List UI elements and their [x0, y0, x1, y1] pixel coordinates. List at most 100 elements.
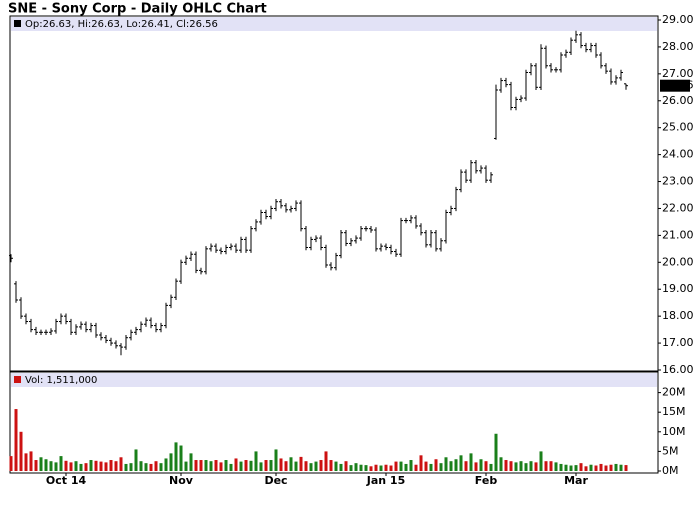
volume-bar	[229, 463, 233, 471]
volume-bar	[489, 463, 493, 471]
volume-bar	[519, 461, 523, 471]
volume-bar	[299, 456, 303, 471]
volume-bar	[339, 463, 343, 471]
volume-bar	[314, 461, 318, 471]
volume-bar	[184, 461, 188, 471]
price-legend-strip	[11, 17, 657, 31]
volume-bar	[449, 461, 453, 471]
volume-bar	[529, 461, 533, 471]
volume-bar	[364, 465, 368, 471]
volume-bar	[279, 458, 283, 471]
volume-panel	[9, 371, 659, 474]
volume-bar	[264, 460, 268, 471]
volume-bar	[514, 462, 518, 471]
y-tick-label: 24.00	[662, 148, 694, 161]
volume-bar	[19, 431, 23, 471]
volume-bar	[29, 451, 33, 471]
volume-bar	[34, 460, 38, 471]
volume-bar	[344, 461, 348, 471]
volume-bar	[84, 463, 88, 471]
volume-bar	[174, 442, 178, 471]
volume-bar	[469, 453, 473, 471]
volume-bar	[424, 461, 428, 471]
x-tick-label: Nov	[169, 474, 194, 487]
volume-bar	[534, 462, 538, 471]
volume-bar	[564, 464, 568, 471]
legend-text: Vol: 1,511,000	[25, 375, 97, 386]
volume-bar	[334, 461, 338, 471]
y-tick-label: 20M	[662, 386, 686, 399]
chart-title: SNE - Sony Corp - Daily OHLC Chart	[8, 2, 267, 17]
volume-bar	[309, 463, 313, 471]
volume-bar	[434, 459, 438, 471]
volume-bar	[239, 461, 243, 471]
volume-bar	[179, 445, 183, 471]
y-tick-label: 20.00	[662, 255, 694, 268]
volume-bar	[499, 457, 503, 471]
volume-bar	[349, 465, 353, 471]
volume-bar	[159, 463, 163, 471]
volume-bar	[609, 464, 613, 471]
volume-bar	[294, 461, 298, 471]
volume-bar	[494, 433, 498, 471]
volume-bar	[569, 465, 573, 471]
volume-bar	[199, 460, 203, 471]
volume-bar	[224, 460, 228, 471]
volume-bar	[119, 457, 123, 471]
volume-bar	[319, 460, 323, 471]
y-tick-label: 18.00	[662, 309, 694, 322]
volume-bar	[154, 461, 158, 471]
volume-bar	[149, 463, 153, 471]
volume-bar	[124, 463, 128, 471]
volume-bar	[384, 464, 388, 471]
volume-bar	[619, 464, 623, 471]
volume-bar	[209, 461, 213, 471]
volume-bar	[169, 453, 173, 471]
y-tick-label: 26.00	[662, 94, 694, 107]
volume-bar	[9, 456, 13, 471]
volume-bar	[219, 462, 223, 471]
volume-bar	[579, 463, 583, 471]
volume-bar	[379, 465, 383, 471]
y-tick-label: 21.00	[662, 228, 694, 241]
volume-bar	[69, 462, 73, 471]
volume-bar	[584, 466, 588, 471]
volume-bar	[274, 449, 278, 471]
volume-bar	[79, 463, 83, 471]
y-tick-label: 15M	[662, 405, 686, 418]
volume-bar	[44, 459, 48, 471]
volume-bar	[394, 461, 398, 471]
volume-bar	[64, 460, 68, 471]
volume-bar	[304, 461, 308, 471]
volume-bar	[164, 458, 168, 471]
y-tick-label: 29.00	[662, 13, 694, 26]
y-tick-label: 22.00	[662, 201, 694, 214]
y-tick-label: 23.00	[662, 175, 694, 188]
y-tick-label: 5M	[662, 444, 679, 457]
volume-bar	[589, 464, 593, 471]
volume-bar	[624, 465, 628, 471]
volume-bar	[114, 461, 118, 471]
volume-bar	[464, 461, 468, 471]
volume-bar	[249, 460, 253, 471]
volume-bar	[439, 463, 443, 471]
volume-bar	[459, 455, 463, 471]
volume-bar	[539, 451, 543, 471]
y-tick-label: 28.00	[662, 40, 694, 53]
volume-bar	[204, 460, 208, 471]
y-tick-label: 10M	[662, 425, 686, 438]
volume-bar	[39, 457, 43, 471]
volume-bar	[354, 463, 358, 471]
volume-bar	[544, 461, 548, 471]
volume-bar	[374, 464, 378, 471]
volume-bar	[324, 451, 328, 471]
volume-bar	[104, 462, 108, 471]
volume-bar	[59, 456, 63, 471]
volume-bar	[269, 460, 273, 471]
volume-bar	[484, 461, 488, 471]
volume-bar	[599, 463, 603, 471]
x-tick-label: Jan 15	[366, 474, 405, 487]
volume-bar	[139, 461, 143, 471]
volume-bar	[74, 461, 78, 471]
volume-bar	[99, 461, 103, 471]
